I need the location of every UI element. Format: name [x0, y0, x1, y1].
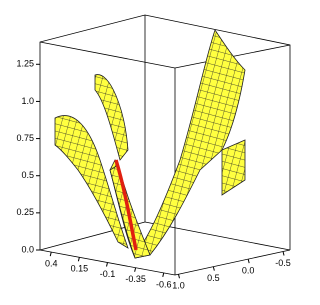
- z-tick-label: 0.25: [16, 207, 34, 217]
- x-tick: [106, 262, 108, 267]
- z-tick-label: 1.25: [16, 59, 34, 69]
- x-tick: [77, 257, 80, 262]
- z-tick-label: 0.0: [21, 244, 34, 254]
- x-tick-label: -0.6: [156, 279, 172, 289]
- y-tick-label: 0.5: [207, 273, 220, 283]
- x-tick-label: 0.4: [45, 258, 58, 268]
- x-tick-label: 0.15: [71, 264, 89, 274]
- x-tick: [49, 251, 52, 257]
- y-tick-label: 0.0: [242, 265, 255, 275]
- y-tick: [212, 266, 215, 271]
- x-tick: [162, 272, 165, 278]
- surface-right-flap: [221, 139, 246, 196]
- y-tick: [247, 258, 250, 264]
- x-tick-label: -0.1: [100, 269, 116, 279]
- surface-left-wing: [54, 115, 129, 249]
- z-tick-label: 1.0: [21, 96, 34, 106]
- x-tick-label: -0.35: [125, 274, 146, 284]
- y-tick: [177, 274, 180, 279]
- z-tick-label: 0.5: [21, 170, 34, 180]
- x-tick: [134, 267, 137, 272]
- y-tick: [282, 251, 285, 256]
- surface-back-sheet: [94, 74, 129, 161]
- y-tick-label: 1.0: [172, 281, 185, 291]
- chart: 0.0 0.25 0.5 0.75 1.0 1.25 0.4 0.15 -0.1 -0.35 -0.…: [16, 14, 291, 291]
- surface: [54, 29, 246, 259]
- curve: [114, 159, 138, 251]
- z-tick-label: 0.75: [16, 133, 34, 143]
- y-tick-label: -0.5: [275, 258, 291, 268]
